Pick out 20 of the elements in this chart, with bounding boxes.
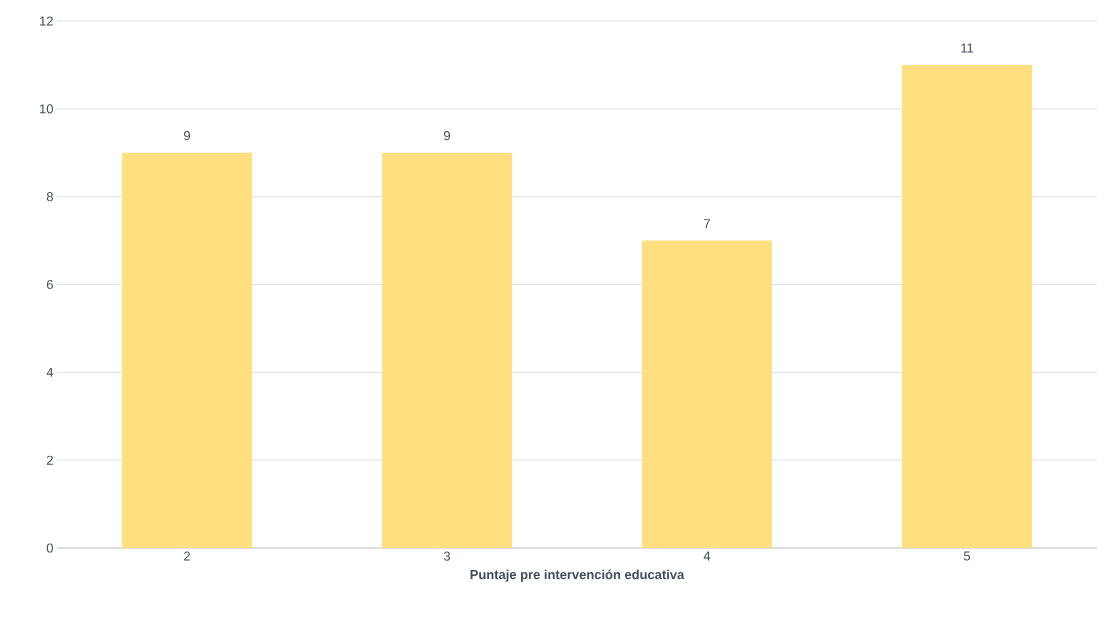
y-tick-label: 2: [46, 455, 53, 465]
bar: [642, 240, 772, 548]
bar: [122, 152, 252, 548]
y-tick-label: 10: [40, 104, 53, 114]
y-tick-label: 8: [46, 192, 53, 202]
y-tick-label: 4: [46, 367, 54, 377]
y-tick-label: 0: [46, 543, 53, 553]
x-tick-label: 5: [963, 551, 971, 561]
bar: [902, 64, 1032, 548]
x-tick-label: 3: [443, 551, 451, 561]
data-label: 7: [704, 219, 710, 229]
data-label: 11: [961, 43, 974, 53]
x-axis-title: Puntaje pre intervención educativa: [470, 569, 685, 582]
data-label: 9: [444, 131, 450, 141]
bar: [382, 152, 512, 548]
x-tick-label: 2: [184, 551, 190, 561]
x-tick-label: 4: [703, 551, 711, 561]
y-tick-label: 12: [40, 16, 53, 26]
y-tick-label: 6: [46, 279, 53, 290]
data-label: 9: [184, 131, 190, 141]
